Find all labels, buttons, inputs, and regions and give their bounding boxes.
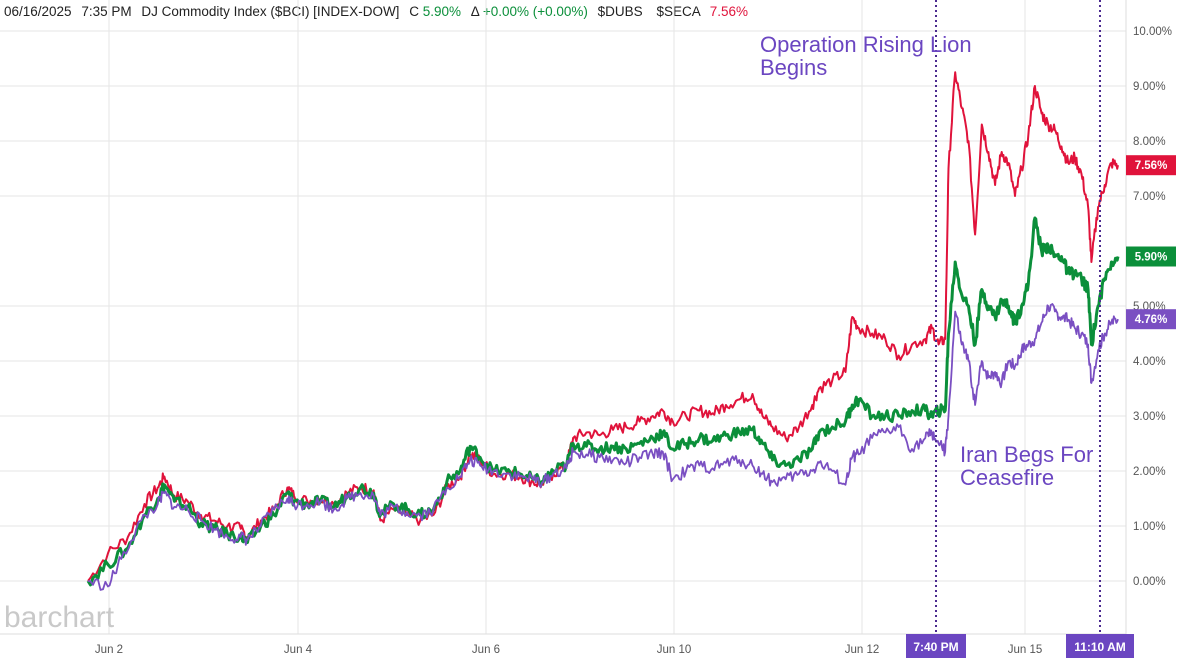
x-tick-label: Jun 12 <box>845 644 880 656</box>
y-tick-label: 1.00% <box>1133 521 1166 533</box>
end-label-text: 4.76% <box>1135 314 1168 326</box>
header-change-label: Δ <box>471 4 480 19</box>
y-tick-label: 7.00% <box>1133 191 1166 203</box>
header-symbol-desc: DJ Commodity Index ($BCI) [INDEX-DOW] <box>141 4 399 19</box>
series-line <box>87 71 1119 582</box>
chart-header: 06/16/2025 7:35 PM DJ Commodity Index ($… <box>4 4 748 19</box>
event2-line2: Ceasefire <box>960 465 1054 490</box>
event2-annotation: Iran Begs For Ceasefire <box>960 442 1099 490</box>
event2-line1: Iran Begs For <box>960 442 1093 467</box>
event1-time-label: 7:40 PM <box>913 640 958 654</box>
header-close-value: 5.90% <box>423 4 461 19</box>
end-label-badge <box>1126 155 1176 176</box>
y-axis: 0.00%1.00%2.00%3.00%4.00%5.00%7.00%8.00%… <box>0 0 1172 635</box>
barchart-logo: barchart <box>4 601 115 634</box>
series-layer <box>86 71 1120 591</box>
x-tick-label: Jun 4 <box>284 644 313 656</box>
header-close-label: C <box>409 4 419 19</box>
x-tick-label: Jun 2 <box>95 644 123 656</box>
event2-time-label: 11:10 AM <box>1074 640 1126 654</box>
event1-time-badge <box>906 634 966 658</box>
y-tick-label: 8.00% <box>1133 136 1166 148</box>
y-tick-label: 4.00% <box>1133 356 1166 368</box>
y-tick-label: 10.00% <box>1133 26 1172 38</box>
end-label-text: 7.56% <box>1135 160 1168 172</box>
event1-annotation: Operation Rising Lion Begins <box>760 32 978 80</box>
y-tick-label: 9.00% <box>1133 81 1166 93</box>
grid <box>0 0 1126 634</box>
event1-line2: Begins <box>760 55 827 80</box>
header-date: 06/16/2025 <box>4 4 72 19</box>
event1-line1: Operation Rising Lion <box>760 32 972 57</box>
x-tick-label: Jun 6 <box>472 644 500 656</box>
header-time: 7:35 PM <box>81 4 131 19</box>
end-label-badge <box>1126 246 1176 267</box>
end-label-badge <box>1126 309 1176 330</box>
end-label-text: 5.90% <box>1135 252 1168 264</box>
event2-time-badge <box>1066 634 1134 658</box>
header-symbol3-value: 7.56% <box>710 4 748 19</box>
y-tick-label: 2.00% <box>1133 466 1166 478</box>
header-change-value: +0.00% (+0.00%) <box>483 4 588 19</box>
series-line <box>87 303 1119 591</box>
end-labels: 7.56% 5.90% 4.76% <box>1126 155 1176 330</box>
x-tick-label: Jun 10 <box>657 644 692 656</box>
x-tick-label: Jun 15 <box>1008 644 1043 656</box>
header-symbol2: $DUBS <box>598 4 643 19</box>
header-symbol3: $SECA <box>656 4 700 19</box>
x-axis: Jun 2 Jun 4 Jun 6 Jun 10 Jun 12 Jun 15 <box>95 644 1042 656</box>
y-tick-label: 3.00% <box>1133 411 1166 423</box>
y-tick-label: 0.00% <box>1133 576 1166 588</box>
